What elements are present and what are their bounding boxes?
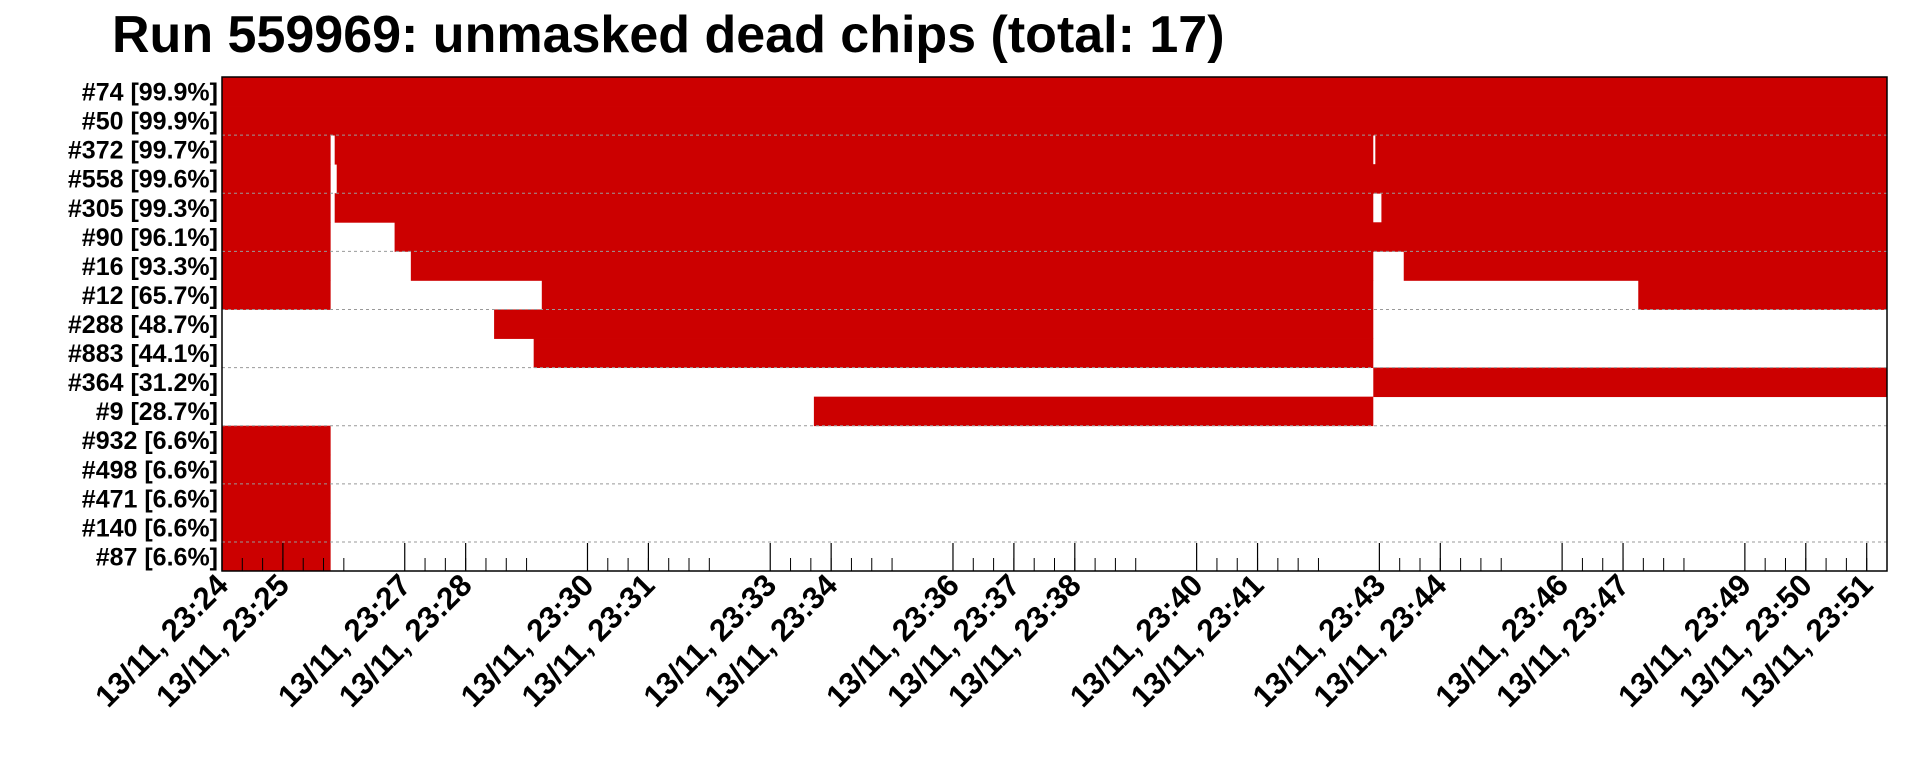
dead-bar bbox=[222, 425, 331, 456]
dead-bar bbox=[222, 106, 1887, 136]
dead-bar bbox=[222, 77, 1887, 107]
dead-bar bbox=[813, 396, 1374, 427]
dead-bar bbox=[394, 222, 1888, 252]
chip-label: #288 [48.7%] bbox=[68, 311, 218, 339]
chip-label: #883 [44.1%] bbox=[68, 340, 218, 368]
chip-label: #498 [6.6%] bbox=[82, 456, 218, 484]
chip-label: #372 [99.7%] bbox=[68, 137, 218, 165]
dead-bar bbox=[222, 135, 331, 165]
row-gridlines bbox=[222, 134, 1887, 543]
chip-label: #364 [31.2%] bbox=[68, 369, 218, 397]
chip-label: #932 [6.6%] bbox=[82, 427, 218, 455]
dead-bar bbox=[1638, 280, 1887, 310]
dead-bar bbox=[222, 512, 331, 543]
chip-label: #74 [99.9%] bbox=[82, 79, 218, 107]
dead-bar bbox=[334, 193, 1374, 223]
dead-bar bbox=[222, 483, 331, 514]
chip-label: #90 [96.1%] bbox=[82, 224, 218, 252]
chip-label: #16 [93.3%] bbox=[82, 253, 218, 281]
dead-bar bbox=[222, 454, 331, 485]
dead-bar bbox=[334, 135, 1374, 165]
chip-label: #305 [99.3%] bbox=[68, 195, 218, 223]
dead-interval-bars bbox=[222, 77, 1888, 572]
chip-label: #140 [6.6%] bbox=[82, 514, 218, 542]
dead-bar bbox=[222, 193, 331, 223]
dead-bar bbox=[1381, 193, 1887, 223]
chip-label: #558 [99.6%] bbox=[68, 166, 218, 194]
dead-bar bbox=[494, 309, 1374, 339]
dead-bar bbox=[336, 164, 1888, 194]
chip-label: #12 [65.7%] bbox=[82, 282, 218, 310]
dead-bar bbox=[222, 280, 331, 310]
dead-bar bbox=[533, 338, 1374, 368]
dead-bar bbox=[1373, 367, 1887, 398]
dead-bar bbox=[222, 251, 331, 281]
dead-bar bbox=[1375, 135, 1887, 165]
chip-label: #9 [28.7%] bbox=[96, 398, 218, 426]
dead-bar bbox=[222, 164, 331, 194]
dead-bar bbox=[1403, 251, 1887, 281]
chip-label: #471 [6.6%] bbox=[82, 485, 218, 513]
chip-label: #50 [99.9%] bbox=[82, 108, 218, 136]
chart-title: Run 559969: unmasked dead chips (total: … bbox=[112, 6, 1225, 64]
dead-bar bbox=[222, 222, 331, 252]
chip-labels: #74 [99.9%]#50 [99.9%]#372 [99.7%]#558 [… bbox=[68, 79, 218, 572]
dead-bar bbox=[222, 541, 331, 572]
chip-label: #87 [6.6%] bbox=[96, 543, 218, 571]
dead-bar bbox=[541, 280, 1374, 310]
dead-bar bbox=[410, 251, 1374, 281]
